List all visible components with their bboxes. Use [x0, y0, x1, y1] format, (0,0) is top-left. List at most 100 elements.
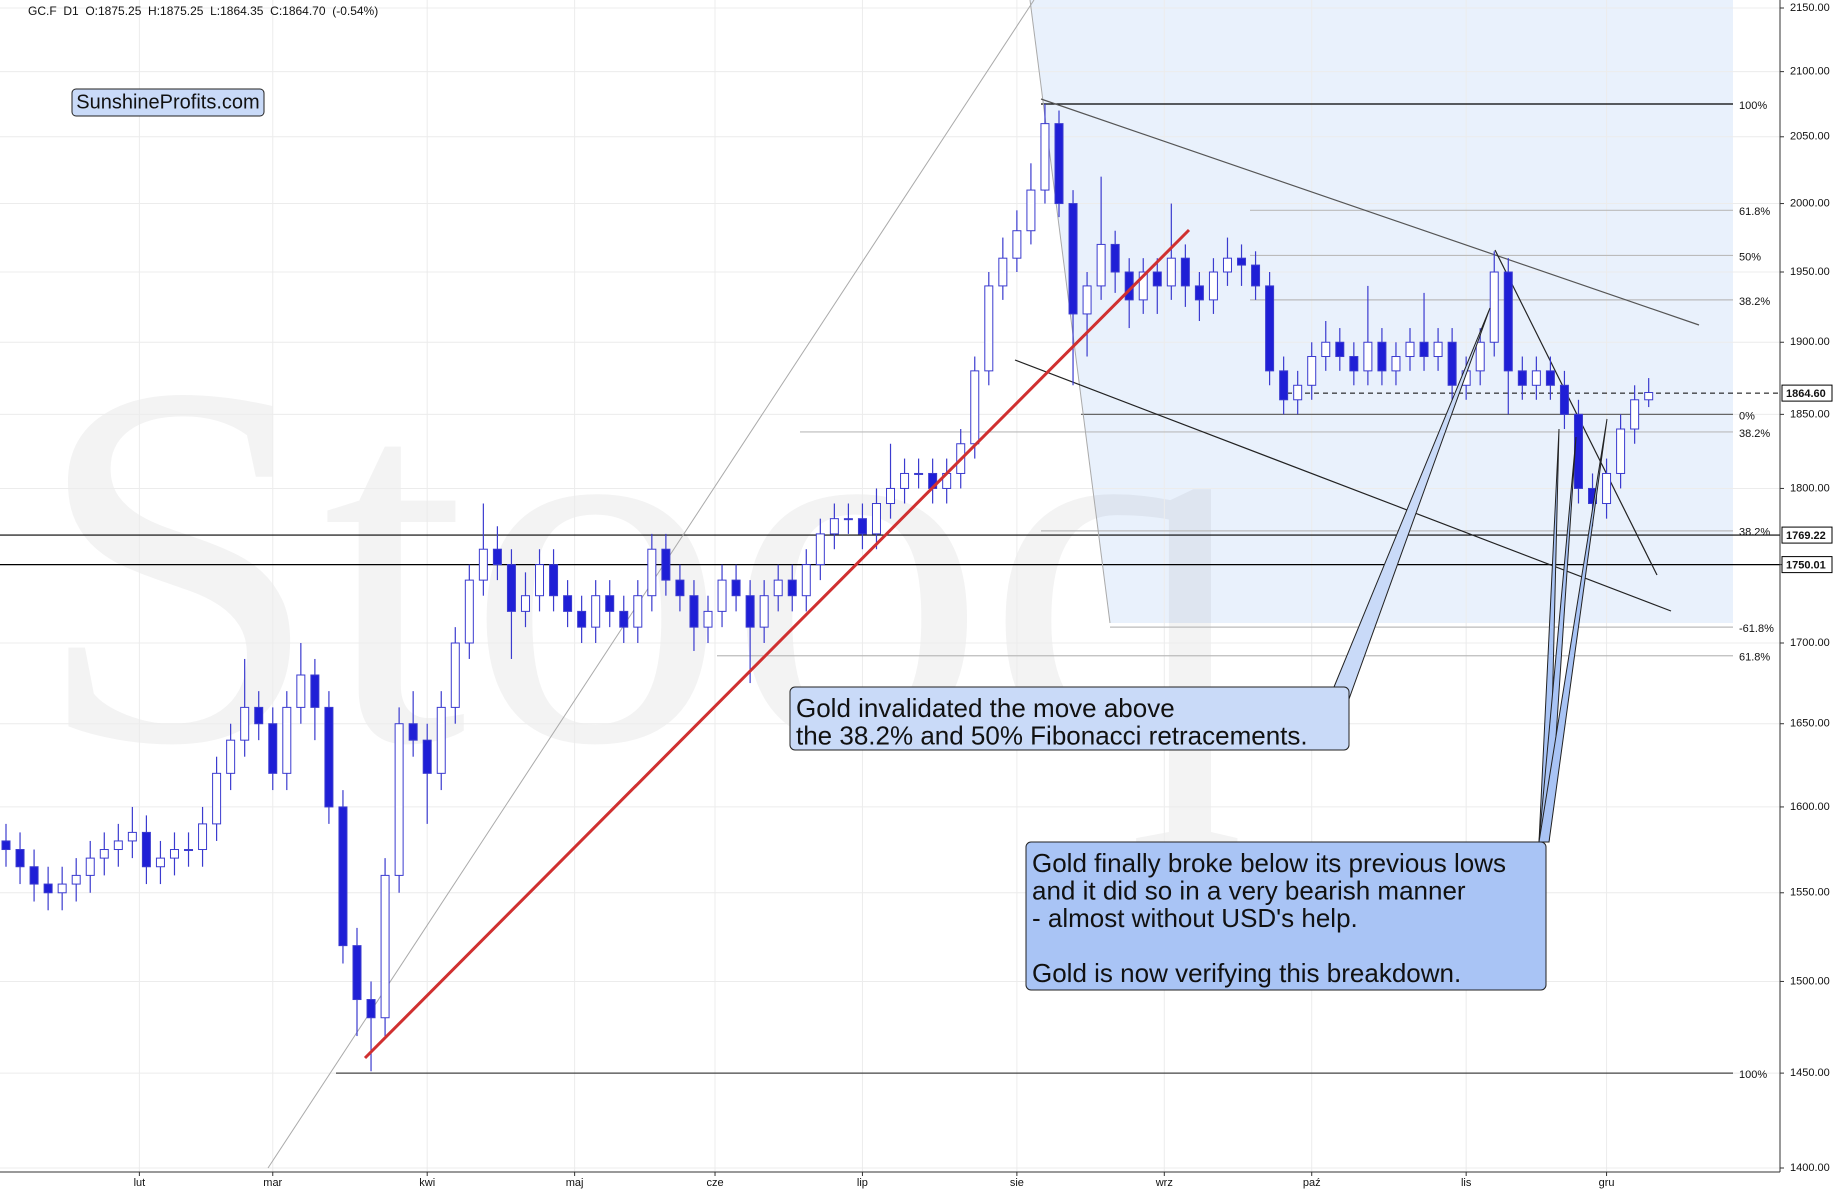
candle-body — [520, 595, 530, 612]
x-tick-label: lip — [857, 1177, 868, 1189]
candle-body — [57, 883, 67, 894]
candle-body — [1531, 370, 1541, 386]
x-tick-label: maj — [566, 1177, 584, 1189]
candle-body — [436, 706, 446, 774]
candle-body — [605, 595, 615, 612]
candle-body — [1489, 271, 1499, 343]
candle-body — [773, 579, 783, 597]
candle-body — [1251, 264, 1261, 287]
candle-body — [99, 849, 109, 859]
x-tick-label: paź — [1303, 1177, 1321, 1189]
candle-body — [1391, 356, 1401, 372]
price-tag-label: 1769.22 — [1786, 530, 1826, 542]
y-tick-label: 1700.00 — [1790, 637, 1830, 649]
candle-body — [591, 595, 601, 628]
price-tag-label: 1864.60 — [1786, 388, 1826, 400]
candle-body — [478, 548, 488, 581]
candle-body — [535, 564, 545, 597]
candle-body — [141, 831, 151, 868]
candle-body — [127, 831, 137, 842]
candle-body — [1602, 472, 1612, 505]
candle-body — [801, 564, 811, 597]
candle-body — [1279, 370, 1289, 401]
candle-body — [1475, 341, 1485, 372]
candle-body — [1166, 257, 1176, 287]
candle-body — [1433, 341, 1443, 358]
trend-line — [1494, 249, 1658, 576]
candle-body — [366, 999, 376, 1019]
candle-body — [282, 706, 292, 774]
annotation-text: Gold invalidated the move above — [796, 693, 1175, 723]
candle-body — [549, 564, 559, 597]
brand: SunshineProfits.com — [76, 91, 259, 113]
candle-body — [815, 533, 825, 566]
price-tag-label: 1750.01 — [1786, 560, 1826, 572]
candle-body — [1068, 203, 1078, 315]
candle-body — [675, 579, 685, 597]
y-tick-label: 1650.00 — [1790, 718, 1830, 730]
candle-body — [1208, 271, 1218, 301]
candle-body — [970, 370, 980, 445]
candle-body — [29, 866, 39, 885]
candle-body — [352, 945, 362, 1001]
candle-body — [254, 706, 264, 725]
candle-body — [184, 849, 194, 852]
candle-body — [1559, 384, 1569, 415]
price-tag — [1781, 556, 1833, 574]
candle-body — [226, 739, 236, 774]
candle-body — [1419, 341, 1429, 358]
candle-body — [1, 840, 11, 851]
y-tick-label: 1600.00 — [1790, 801, 1830, 813]
candle-body — [689, 595, 699, 628]
candle-body — [450, 642, 460, 708]
candle-body — [703, 610, 713, 628]
candle-body — [492, 548, 502, 566]
candle-body — [1517, 370, 1527, 386]
fib-label: 61.8% — [1739, 206, 1770, 218]
candle-body — [1405, 341, 1415, 358]
candle-body — [787, 579, 797, 597]
fib-label: 38.2% — [1739, 296, 1770, 308]
candle-body — [1616, 428, 1626, 474]
candle-body — [633, 595, 643, 628]
fib-label: 61.8% — [1739, 652, 1770, 664]
fib-label: -61.8% — [1739, 623, 1774, 635]
candle-body — [857, 518, 867, 535]
annotation-text: Gold is now verifying this breakdown. — [1032, 958, 1461, 988]
candle-body — [647, 548, 657, 597]
fib-label: 100% — [1739, 100, 1767, 112]
candle-body — [324, 706, 334, 808]
fib-label: 100% — [1739, 1069, 1767, 1081]
price-tag — [1781, 526, 1833, 544]
candle-body — [731, 579, 741, 597]
candle-body — [984, 285, 994, 372]
x-tick-label: gru — [1599, 1177, 1615, 1189]
callout-pointer — [1538, 418, 1608, 843]
y-tick-label: 1950.00 — [1790, 266, 1830, 278]
candle-body — [422, 739, 432, 774]
candle-body — [843, 518, 853, 521]
candle-body — [759, 595, 769, 628]
candle-body — [900, 472, 910, 489]
brand-box — [71, 88, 265, 117]
candle-body — [198, 823, 208, 851]
candle-body — [1447, 341, 1457, 386]
candle-body — [661, 548, 671, 581]
x-tick-label: kwi — [419, 1177, 435, 1189]
candle-body — [1152, 271, 1162, 287]
candle-body — [43, 883, 53, 894]
fib-label: 50% — [1739, 251, 1761, 263]
candle-body — [886, 487, 896, 505]
candle-body — [717, 579, 727, 612]
candle-body — [1307, 356, 1317, 386]
candle-body — [1545, 370, 1555, 386]
y-tick-label: 1900.00 — [1790, 336, 1830, 348]
candle-body — [113, 840, 123, 851]
y-tick-label: 1550.00 — [1790, 887, 1830, 899]
candle-body — [380, 874, 390, 1019]
candle-body — [914, 472, 924, 475]
candle-body — [1377, 341, 1387, 372]
x-tick-label: wrz — [1155, 1177, 1173, 1189]
x-tick-label: lut — [134, 1177, 146, 1189]
